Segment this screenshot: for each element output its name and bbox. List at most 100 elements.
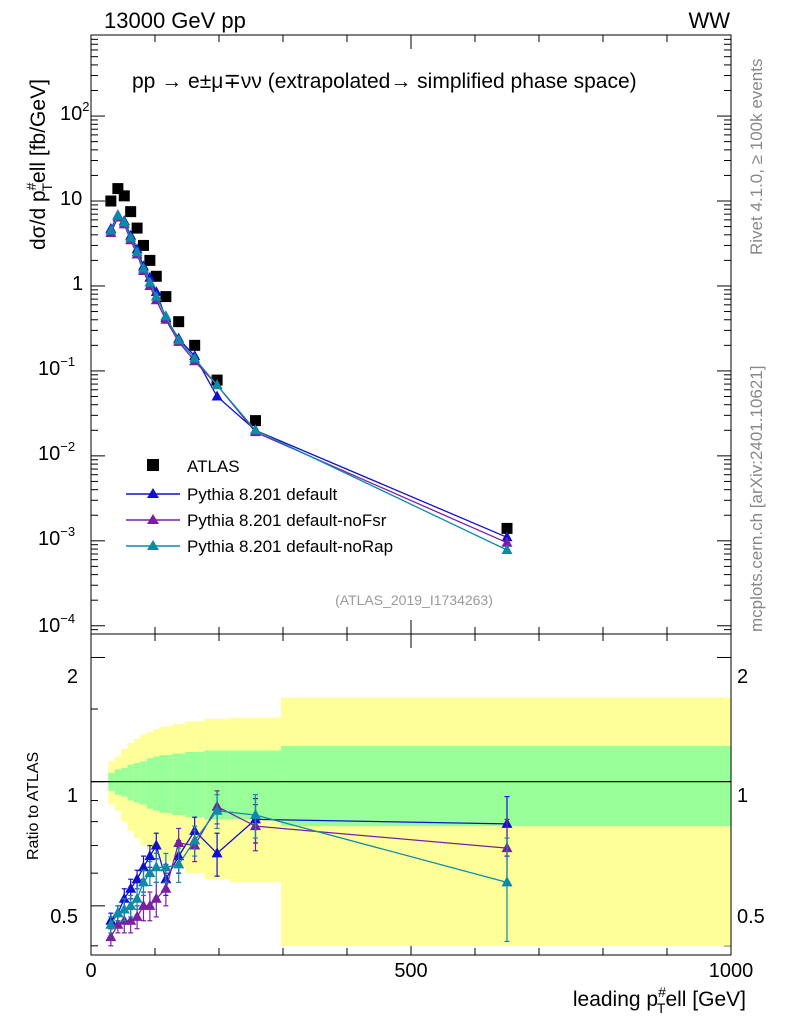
x-axis-label: leading p# Tell [GeV] [573, 984, 746, 1016]
series-point-3 [112, 209, 124, 220]
series-point-3 [144, 276, 156, 287]
series-point-1 [211, 390, 223, 401]
analysis-tag: (ATLAS_2019_I1734263) [335, 592, 493, 608]
main-y-tick-labels: 102 10 1 10−1 10−2 10−3 10−4 [38, 99, 89, 637]
ratio-point-2 [144, 867, 156, 878]
atlas-point [501, 522, 513, 534]
ylabel-part-a: dσ/d p [27, 190, 50, 250]
ratio-point-0 [131, 873, 143, 884]
main-series-layer [105, 183, 513, 554]
ratio-point-2 [160, 861, 172, 872]
ratio-point-1 [150, 892, 162, 903]
y-tick-label-1e0: 1 [72, 273, 83, 295]
series-point-3 [173, 334, 185, 345]
y-tick-label-1e-4: 10−4 [38, 611, 75, 637]
series-point-3 [118, 216, 130, 227]
series-point-2 [501, 536, 513, 547]
ratio-frame-border [90, 633, 732, 956]
plot-title: pp → e±μ∓νν (extrapolated→ simplified ph… [132, 70, 637, 93]
legend-marker-nofsr [147, 514, 159, 524]
atlas-point [173, 316, 185, 328]
ratio-point-2 [211, 804, 223, 815]
band-inner-bin [140, 761, 147, 805]
ratio-point-1 [105, 931, 117, 942]
atlas-point [160, 291, 172, 303]
x-tick-label-500: 500 [394, 960, 427, 982]
ratio-panel [90, 633, 732, 956]
series-point-3 [189, 352, 201, 363]
series-point-3 [150, 290, 162, 301]
ratio-point-1 [160, 882, 172, 893]
ratio-y-axis-label: Ratio to ATLAS [25, 752, 42, 860]
legend: ATLAS Pythia 8.201 default Pythia 8.201 … [126, 457, 393, 556]
ratio-point-0 [137, 861, 149, 872]
ratio-point-0 [118, 892, 130, 903]
ratio-point-2 [131, 892, 143, 903]
ratio-point-0 [150, 839, 162, 850]
legend-label-atlas: ATLAS [187, 457, 240, 476]
atlas-point [105, 195, 117, 207]
y-tick-label-1e2: 102 [60, 99, 89, 125]
rivet-label: Rivet 4.1.0, ≥ 100k events [747, 59, 766, 255]
y-tick-label-1e1: 10 [60, 188, 82, 210]
series-point-1 [501, 531, 513, 542]
legend-marker-default [147, 488, 159, 498]
atlas-point [249, 415, 261, 427]
mcplots-label: mcplots.cern.ch [arXiv:2401.10621] [747, 366, 766, 632]
ratio-series-layer [105, 790, 513, 947]
y-tick-label-1e-3: 10−3 [38, 524, 75, 550]
ratio-y-tick-0.5-right: 0.5 [737, 906, 765, 928]
xlabel-sup: # [658, 984, 666, 1000]
xlabel-sub: T [657, 1000, 666, 1016]
atlas-point [137, 239, 149, 251]
ratio-point-2 [105, 918, 117, 929]
ratio-point-2 [501, 876, 513, 887]
ratio-uncertainty-bands [108, 697, 731, 946]
atlas-point [112, 183, 124, 195]
ratio-y-tick-1: 1 [67, 785, 78, 807]
atlas-point [118, 190, 130, 202]
series-point-3 [160, 310, 172, 321]
legend-label-nofsr: Pythia 8.201 default-noFsr [187, 511, 387, 530]
ratio-point-1 [131, 910, 143, 921]
y-tick-label-1e-2: 10−2 [38, 439, 75, 465]
ylabel-sup: # [23, 182, 39, 190]
atlas-point [150, 270, 162, 282]
legend-marker-atlas [147, 459, 159, 471]
ratio-point-2 [125, 899, 137, 910]
x-tick-label-1000: 1000 [709, 960, 754, 982]
ratio-point-0 [125, 882, 137, 893]
ratio-y-tick-2-right: 2 [737, 666, 748, 688]
band-inner-bin [185, 752, 205, 818]
energy-label: 13000 GeV pp [104, 8, 246, 33]
band-inner-bin [159, 755, 173, 813]
ratio-y-tick-0.5: 0.5 [50, 906, 78, 928]
legend-label-norap: Pythia 8.201 default-noRap [187, 537, 393, 556]
atlas-point [189, 339, 201, 351]
y-tick-label-1e-1: 10−1 [38, 354, 75, 380]
series-point-3 [249, 424, 261, 435]
atlas-point [125, 206, 137, 218]
xlabel-part-b: ell [GeV] [665, 988, 746, 1011]
process-label: WW [688, 8, 730, 33]
ratio-y-tick-1-right: 1 [737, 785, 748, 807]
ratio-point-2 [112, 907, 124, 918]
x-tick-label-0: 0 [85, 960, 96, 982]
series-point-3 [131, 246, 143, 257]
ylabel-sub: T [39, 183, 55, 192]
legend-label-default: Pythia 8.201 default [187, 485, 338, 504]
ratio-point-1 [125, 914, 137, 925]
ratio-point-2 [118, 903, 130, 914]
band-inner-bin [146, 758, 154, 809]
ratio-point-2 [137, 876, 149, 887]
ratio-point-2 [150, 861, 162, 872]
ylabel-part-b: ell [fb/GeV] [27, 79, 50, 183]
series-point-3 [137, 262, 149, 273]
ratio-point-2 [189, 834, 201, 845]
series-point-3 [125, 231, 137, 242]
band-inner-bin [172, 753, 186, 816]
legend-marker-norap [147, 540, 159, 550]
series-point-3 [211, 379, 223, 390]
band-inner-bin [133, 762, 141, 803]
